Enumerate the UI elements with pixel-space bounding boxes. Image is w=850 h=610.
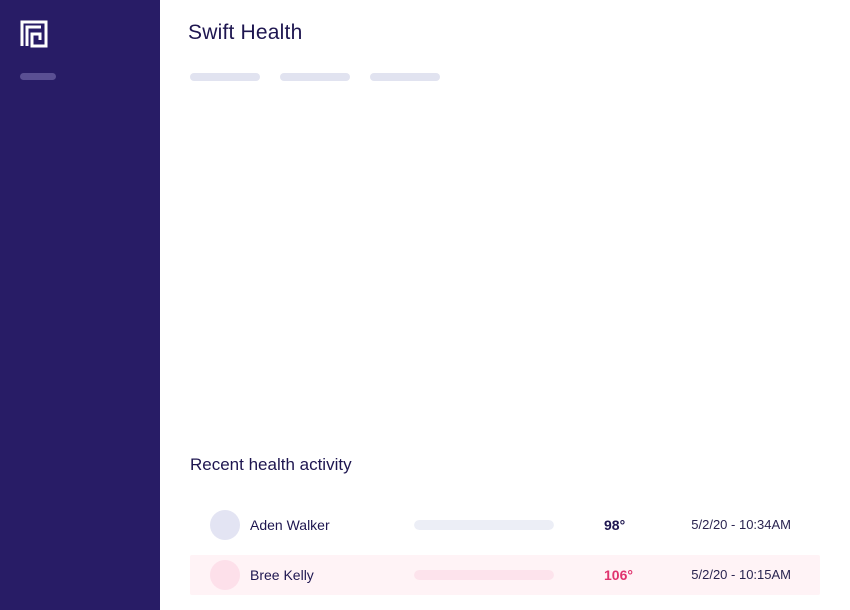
sidebar xyxy=(0,0,160,610)
avatar xyxy=(210,560,240,590)
activity-list: Aden Walker 98° 5/2/20 - 10:34AM Bree Ke… xyxy=(190,505,820,605)
avatar xyxy=(210,510,240,540)
tab-2[interactable] xyxy=(280,73,350,81)
main-content: Swift Health Recent health activity Aden… xyxy=(160,0,850,610)
timestamp: 5/2/20 - 10:34AM xyxy=(691,517,791,532)
section-title-recent-activity: Recent health activity xyxy=(190,455,352,474)
activity-row[interactable]: Bree Kelly 106° 5/2/20 - 10:15AM xyxy=(190,555,820,595)
patient-name: Aden Walker xyxy=(250,517,330,533)
patient-name: Bree Kelly xyxy=(250,567,314,583)
temperature-value: 106° xyxy=(604,567,633,583)
temperature-bar xyxy=(414,520,554,530)
sidebar-nav-item[interactable] xyxy=(20,73,56,80)
temperature-bar-fill xyxy=(414,520,554,530)
tab-bar xyxy=(190,73,440,81)
temperature-value: 98° xyxy=(604,517,626,533)
temperature-bar xyxy=(414,570,554,580)
tab-1[interactable] xyxy=(190,73,260,81)
maze-square-logo-icon[interactable] xyxy=(20,20,48,48)
tab-3[interactable] xyxy=(370,73,440,81)
activity-row[interactable]: Aden Walker 98° 5/2/20 - 10:34AM xyxy=(190,505,820,545)
temperature-bar-fill xyxy=(414,570,554,580)
timestamp: 5/2/20 - 10:15AM xyxy=(691,567,791,582)
app-title: Swift Health xyxy=(188,21,303,44)
